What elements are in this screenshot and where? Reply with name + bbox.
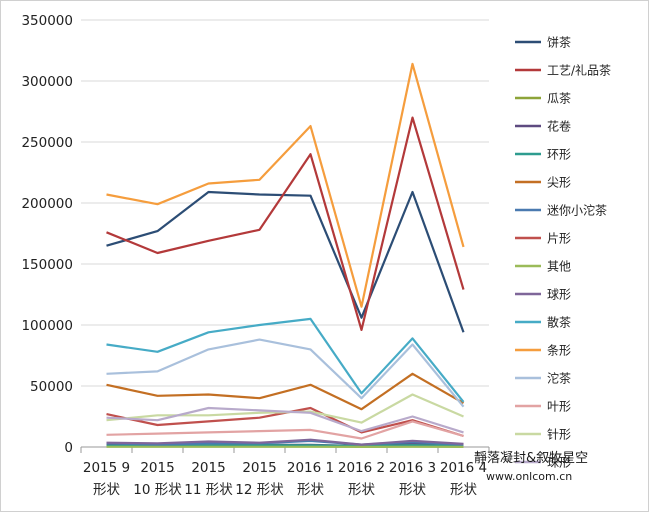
x-tick-label: 2015 9 <box>83 460 130 476</box>
legend-label: 散茶 <box>547 315 571 330</box>
legend-item: 尖形 <box>515 176 571 190</box>
legend-item: 珠形 <box>515 456 571 470</box>
x-tick-label: 10 形状 <box>133 482 182 498</box>
legend-item: 环形 <box>515 148 571 162</box>
legend-label: 针形 <box>547 427 571 442</box>
series-line-16 <box>106 406 464 434</box>
legend-item: 片形 <box>515 232 571 246</box>
series-line-14 <box>106 420 464 440</box>
watermark-line1: 靜落凝封&叙牧星空 <box>474 450 588 466</box>
legend-label: 其他 <box>547 260 571 274</box>
series-line-13 <box>106 338 465 408</box>
x-tick-label: 2015 <box>191 460 225 476</box>
legend-label: 花卷 <box>547 119 571 134</box>
legend-label: 沱茶 <box>547 371 571 386</box>
legend-item: 球形 <box>515 288 571 302</box>
x-tick-label: 形状 <box>399 482 426 498</box>
legend-label: 球形 <box>547 288 571 302</box>
legend-item: 瓜茶 <box>515 91 571 106</box>
legend-item: 工艺/礼品茶 <box>515 63 611 78</box>
series-line-10 <box>106 438 464 446</box>
x-tick-label: 12 形状 <box>235 482 284 498</box>
legend-label: 尖形 <box>547 176 571 190</box>
legend-item: 其他 <box>515 260 571 274</box>
x-tick-label: 2016 1 <box>287 460 334 476</box>
x-tick-label: 11 形状 <box>184 482 233 498</box>
watermark-line2: www.onlcom.cn <box>486 470 572 483</box>
legend-label: 饼茶 <box>547 35 571 50</box>
series-lines <box>106 62 465 448</box>
legend-label: 瓜茶 <box>547 91 571 106</box>
series-line-12 <box>106 62 465 308</box>
legend-item: 沱茶 <box>515 371 571 386</box>
y-tick-label: 0 <box>64 440 73 456</box>
legend-label: 环形 <box>547 148 571 162</box>
y-tick-label: 250000 <box>21 135 73 151</box>
series-line-6 <box>106 372 465 411</box>
legend-label: 片形 <box>547 232 571 246</box>
x-tick-label: 2016 2 <box>338 460 385 476</box>
x-tick-label: 2016 4 <box>440 460 487 476</box>
series-line-2 <box>106 116 465 331</box>
y-tick-label: 200000 <box>21 196 73 212</box>
y-tick-label: 300000 <box>21 74 73 90</box>
legend-item: 饼茶 <box>515 35 571 50</box>
x-tick-label: 2015 <box>140 460 174 476</box>
y-tick-label: 150000 <box>21 257 73 273</box>
legend-label: 叶形 <box>547 400 571 414</box>
x-tick-label: 形状 <box>297 482 324 498</box>
series-line-1 <box>106 190 465 333</box>
x-tick-label: 2016 3 <box>389 460 436 476</box>
legend-item: 条形 <box>515 344 571 358</box>
legend-item: 散茶 <box>515 315 571 330</box>
watermark: 靜落凝封&叙牧星空 www.onlcom.cn <box>474 450 588 483</box>
y-tick-label: 350000 <box>21 13 73 29</box>
y-axis-ticks: 0 50000 100000 150000 200000 250000 300000 3500… <box>21 13 73 456</box>
legend-item: 针形 <box>515 427 571 442</box>
legend-label: 条形 <box>547 344 571 358</box>
legend-label: 迷你小沱茶 <box>547 203 607 218</box>
y-tick-label: 100000 <box>21 318 73 334</box>
x-tick-label: 形状 <box>93 482 120 498</box>
legend-label: 珠形 <box>547 456 571 470</box>
legend-label: 工艺/礼品茶 <box>547 63 611 78</box>
x-tick-label: 2015 <box>242 460 276 476</box>
x-tick-label: 形状 <box>450 482 477 498</box>
legend-item: 花卷 <box>515 119 571 134</box>
y-tick-label: 50000 <box>30 379 73 395</box>
x-tick-label: 形状 <box>348 482 375 498</box>
legend-item: 迷你小沱茶 <box>515 203 607 218</box>
legend-item: 叶形 <box>515 400 571 414</box>
series-line-11 <box>106 317 465 403</box>
